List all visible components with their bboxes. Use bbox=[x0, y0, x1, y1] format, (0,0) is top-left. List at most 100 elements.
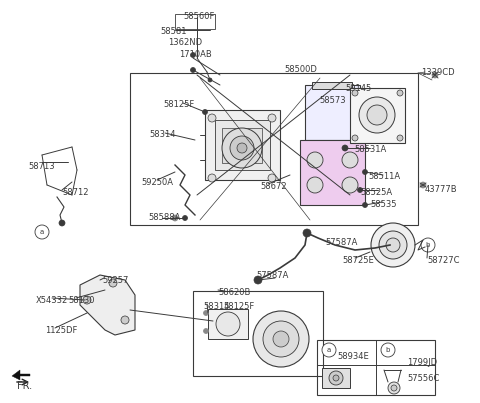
Text: 58725E: 58725E bbox=[342, 256, 374, 265]
Text: 58500D: 58500D bbox=[284, 65, 317, 74]
Bar bbox=[312, 82, 352, 89]
Text: 58314: 58314 bbox=[203, 302, 229, 311]
Circle shape bbox=[203, 110, 207, 114]
Circle shape bbox=[263, 321, 299, 357]
Text: b: b bbox=[386, 347, 390, 353]
Polygon shape bbox=[12, 370, 30, 380]
Text: 58588A: 58588A bbox=[148, 213, 180, 222]
Text: a: a bbox=[327, 347, 331, 353]
Bar bbox=[317, 340, 435, 395]
Circle shape bbox=[208, 114, 216, 122]
Text: 58535: 58535 bbox=[370, 200, 396, 209]
Circle shape bbox=[367, 105, 387, 125]
Circle shape bbox=[208, 174, 216, 182]
Circle shape bbox=[352, 90, 358, 96]
Text: 57556C: 57556C bbox=[407, 374, 439, 383]
Circle shape bbox=[362, 202, 368, 208]
Circle shape bbox=[83, 296, 91, 304]
Circle shape bbox=[59, 220, 65, 226]
Circle shape bbox=[208, 78, 212, 82]
Bar bbox=[215, 120, 270, 170]
Text: 1799JD: 1799JD bbox=[407, 358, 437, 367]
Text: 58581: 58581 bbox=[160, 27, 187, 36]
Circle shape bbox=[342, 145, 348, 151]
Circle shape bbox=[230, 136, 254, 160]
Text: 58511A: 58511A bbox=[368, 172, 400, 181]
Circle shape bbox=[307, 177, 323, 193]
Text: 58712: 58712 bbox=[62, 188, 88, 197]
Circle shape bbox=[172, 215, 178, 221]
Circle shape bbox=[121, 316, 129, 324]
Circle shape bbox=[254, 276, 262, 284]
Circle shape bbox=[371, 223, 415, 267]
Text: a: a bbox=[40, 229, 44, 235]
Text: 59145: 59145 bbox=[345, 84, 371, 93]
Circle shape bbox=[216, 312, 240, 336]
Circle shape bbox=[379, 231, 407, 259]
Text: 58525A: 58525A bbox=[360, 188, 392, 197]
Circle shape bbox=[388, 382, 400, 394]
Text: 58130: 58130 bbox=[68, 296, 95, 305]
Circle shape bbox=[322, 343, 336, 357]
Text: 1362ND: 1362ND bbox=[168, 38, 202, 47]
Circle shape bbox=[397, 135, 403, 141]
Text: 58560F: 58560F bbox=[183, 12, 215, 21]
Circle shape bbox=[191, 67, 195, 73]
Text: 59250A: 59250A bbox=[141, 178, 173, 187]
Bar bbox=[208, 309, 248, 339]
Circle shape bbox=[204, 310, 208, 316]
Bar bbox=[350, 88, 405, 143]
Circle shape bbox=[329, 371, 343, 385]
Text: 58672: 58672 bbox=[260, 182, 287, 191]
Text: b: b bbox=[426, 242, 430, 248]
Bar bbox=[130, 73, 418, 225]
Text: 58531A: 58531A bbox=[354, 145, 386, 154]
Text: 58125F: 58125F bbox=[223, 302, 254, 311]
Bar bbox=[305, 85, 360, 140]
Circle shape bbox=[303, 229, 311, 237]
Circle shape bbox=[333, 375, 339, 381]
Circle shape bbox=[253, 311, 309, 367]
Text: 1125DF: 1125DF bbox=[45, 326, 77, 335]
Circle shape bbox=[204, 328, 208, 334]
Text: 1339CD: 1339CD bbox=[421, 68, 455, 77]
Circle shape bbox=[432, 72, 438, 78]
Circle shape bbox=[342, 177, 358, 193]
Text: 58934E: 58934E bbox=[337, 352, 369, 361]
Circle shape bbox=[35, 225, 49, 239]
Circle shape bbox=[421, 238, 435, 252]
Circle shape bbox=[237, 143, 247, 153]
Circle shape bbox=[191, 52, 195, 58]
Circle shape bbox=[342, 152, 358, 168]
Text: 1710AB: 1710AB bbox=[179, 50, 212, 59]
Circle shape bbox=[268, 174, 276, 182]
Text: 58713: 58713 bbox=[28, 162, 55, 171]
Circle shape bbox=[362, 170, 368, 174]
Text: 58573: 58573 bbox=[319, 96, 346, 105]
Polygon shape bbox=[80, 275, 135, 335]
Circle shape bbox=[381, 343, 395, 357]
Circle shape bbox=[359, 97, 395, 133]
Circle shape bbox=[358, 187, 362, 193]
Bar bbox=[222, 128, 262, 163]
Circle shape bbox=[397, 90, 403, 96]
Text: FR.: FR. bbox=[17, 381, 32, 391]
Text: 57587A: 57587A bbox=[256, 271, 288, 280]
Text: 43777B: 43777B bbox=[425, 185, 457, 194]
Circle shape bbox=[420, 182, 426, 188]
Text: X54332: X54332 bbox=[36, 296, 68, 305]
Circle shape bbox=[273, 331, 289, 347]
Bar bbox=[205, 110, 280, 180]
Bar bbox=[322, 368, 350, 388]
Bar bbox=[193, 291, 323, 376]
Text: 58727C: 58727C bbox=[427, 256, 459, 265]
Text: 58620B: 58620B bbox=[218, 288, 251, 297]
Circle shape bbox=[307, 152, 323, 168]
Circle shape bbox=[352, 135, 358, 141]
Bar bbox=[175, 14, 215, 29]
Text: 58125F: 58125F bbox=[163, 100, 194, 109]
Circle shape bbox=[222, 128, 262, 168]
Circle shape bbox=[391, 385, 397, 391]
Circle shape bbox=[182, 216, 188, 220]
Bar bbox=[300, 140, 365, 205]
